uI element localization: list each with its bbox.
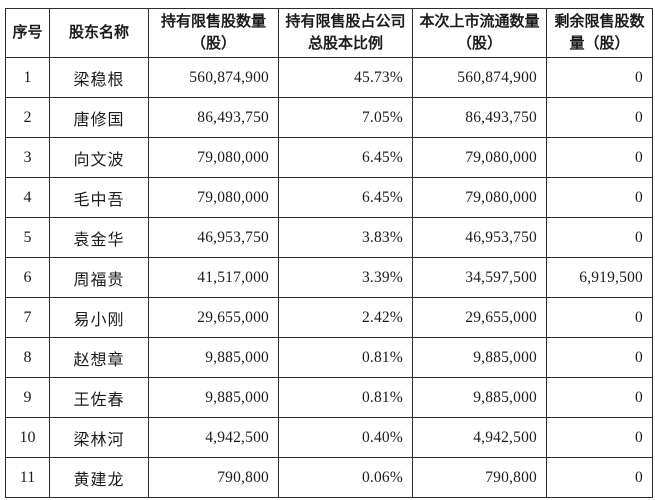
cell-remaining: 0 <box>546 97 653 138</box>
table-row: 7 易小刚 29,655,000 2.42% 29,655,000 0 <box>5 297 653 338</box>
cell-held: 790,800 <box>148 457 279 498</box>
cell-held: 9,885,000 <box>148 337 279 378</box>
cell-percent: 3.39% <box>278 257 413 298</box>
cell-name: 梁林河 <box>49 417 149 458</box>
cell-remaining: 0 <box>546 377 653 418</box>
header-held: 持有限售股数量（股） <box>148 8 279 58</box>
cell-index: 4 <box>5 177 50 218</box>
cell-index: 6 <box>5 257 50 298</box>
cell-circulating: 560,874,900 <box>412 57 547 98</box>
cell-circulating: 34,597,500 <box>412 257 547 298</box>
table-row: 11 黄建龙 790,800 0.06% 790,800 0 <box>5 457 653 498</box>
cell-remaining: 0 <box>546 137 653 178</box>
cell-index: 7 <box>5 297 50 338</box>
cell-name: 周福贵 <box>49 257 149 298</box>
cell-index: 2 <box>5 97 50 138</box>
cell-circulating: 29,655,000 <box>412 297 547 338</box>
table-row: 1 梁稳根 560,874,900 45.73% 560,874,900 0 <box>5 57 653 98</box>
cell-held: 79,080,000 <box>148 177 279 218</box>
cell-held: 46,953,750 <box>148 217 279 258</box>
cell-circulating: 79,080,000 <box>412 177 547 218</box>
cell-circulating: 9,885,000 <box>412 337 547 378</box>
cell-index: 8 <box>5 337 50 378</box>
table-row: 9 王佐春 9,885,000 0.81% 9,885,000 0 <box>5 377 653 418</box>
header-circulating: 本次上市流通数量（股） <box>412 8 547 58</box>
cell-name: 梁稳根 <box>49 57 149 98</box>
cell-index: 5 <box>5 217 50 258</box>
cell-remaining: 0 <box>546 177 653 218</box>
table-row: 2 唐修国 86,493,750 7.05% 86,493,750 0 <box>5 97 653 138</box>
cell-index: 1 <box>5 57 50 98</box>
cell-name: 毛中吾 <box>49 177 149 218</box>
cell-remaining: 0 <box>546 417 653 458</box>
cell-percent: 7.05% <box>278 97 413 138</box>
cell-held: 41,517,000 <box>148 257 279 298</box>
cell-percent: 0.81% <box>278 377 413 418</box>
cell-percent: 0.40% <box>278 417 413 458</box>
cell-remaining: 6,919,500 <box>546 257 653 298</box>
header-row: 序号 股东名称 持有限售股数量（股） 持有限售股占公司总股本比例 本次上市流通数… <box>5 8 653 58</box>
cell-circulating: 790,800 <box>412 457 547 498</box>
restricted-shares-table: 序号 股东名称 持有限售股数量（股） 持有限售股占公司总股本比例 本次上市流通数… <box>5 8 653 498</box>
table-row: 5 袁金华 46,953,750 3.83% 46,953,750 0 <box>5 217 653 258</box>
cell-name: 黄建龙 <box>49 457 149 498</box>
cell-percent: 2.42% <box>278 297 413 338</box>
cell-circulating: 4,942,500 <box>412 417 547 458</box>
cell-circulating: 86,493,750 <box>412 97 547 138</box>
table-row: 3 向文波 79,080,000 6.45% 79,080,000 0 <box>5 137 653 178</box>
cell-remaining: 0 <box>546 457 653 498</box>
header-index: 序号 <box>5 8 50 58</box>
cell-held: 86,493,750 <box>148 97 279 138</box>
table-row: 8 赵想章 9,885,000 0.81% 9,885,000 0 <box>5 337 653 378</box>
cell-remaining: 0 <box>546 57 653 98</box>
cell-index: 3 <box>5 137 50 178</box>
cell-circulating: 46,953,750 <box>412 217 547 258</box>
header-remaining: 剩余限售股数量（股） <box>546 8 653 58</box>
cell-held: 79,080,000 <box>148 137 279 178</box>
cell-percent: 6.45% <box>278 137 413 178</box>
cell-remaining: 0 <box>546 337 653 378</box>
cell-remaining: 0 <box>546 297 653 338</box>
table-header: 序号 股东名称 持有限售股数量（股） 持有限售股占公司总股本比例 本次上市流通数… <box>5 8 653 58</box>
cell-name: 唐修国 <box>49 97 149 138</box>
table-row: 10 梁林河 4,942,500 0.40% 4,942,500 0 <box>5 417 653 458</box>
table-row: 4 毛中吾 79,080,000 6.45% 79,080,000 0 <box>5 177 653 218</box>
cell-held: 4,942,500 <box>148 417 279 458</box>
cell-percent: 0.06% <box>278 457 413 498</box>
cell-name: 赵想章 <box>49 337 149 378</box>
cell-index: 9 <box>5 377 50 418</box>
cell-index: 11 <box>5 457 50 498</box>
table-body: 1 梁稳根 560,874,900 45.73% 560,874,900 0 2 唐修国 86,… <box>5 57 653 498</box>
cell-index: 10 <box>5 417 50 458</box>
cell-name: 向文波 <box>49 137 149 178</box>
cell-circulating: 9,885,000 <box>412 377 547 418</box>
cell-name: 易小刚 <box>49 297 149 338</box>
cell-remaining: 0 <box>546 217 653 258</box>
cell-held: 29,655,000 <box>148 297 279 338</box>
cell-percent: 3.83% <box>278 217 413 258</box>
cell-percent: 6.45% <box>278 177 413 218</box>
cell-name: 袁金华 <box>49 217 149 258</box>
table-row: 6 周福贵 41,517,000 3.39% 34,597,500 6,919,500 <box>5 257 653 298</box>
cell-name: 王佐春 <box>49 377 149 418</box>
cell-circulating: 79,080,000 <box>412 137 547 178</box>
cell-held: 560,874,900 <box>148 57 279 98</box>
cell-held: 9,885,000 <box>148 377 279 418</box>
header-percent: 持有限售股占公司总股本比例 <box>278 8 413 58</box>
cell-percent: 0.81% <box>278 337 413 378</box>
header-name: 股东名称 <box>49 8 149 58</box>
cell-percent: 45.73% <box>278 57 413 98</box>
